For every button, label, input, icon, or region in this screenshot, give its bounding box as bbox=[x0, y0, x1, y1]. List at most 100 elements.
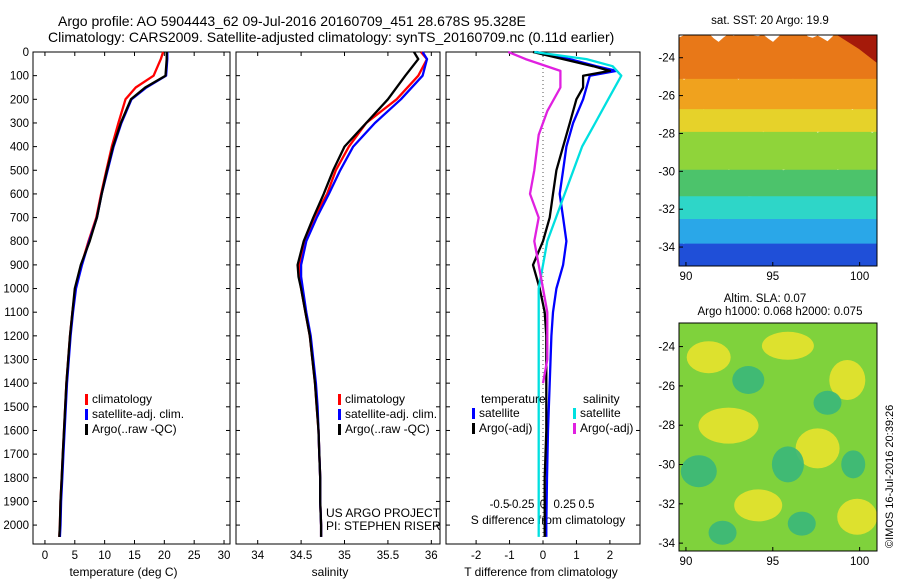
map-y-tick-label: -34 bbox=[658, 242, 675, 254]
map-y-tick-label: -26 bbox=[658, 91, 675, 103]
x-tick-label: 35.5 bbox=[377, 550, 399, 562]
sst-band bbox=[679, 35, 877, 79]
legend-group-temperature: temperature bbox=[481, 392, 546, 406]
legend-salinity-label: satellite-adj. clim. bbox=[345, 407, 437, 421]
y-tick-label: 400 bbox=[10, 142, 29, 154]
imos-credit: ©IMOS 16-Jul-2016 20:39:26 bbox=[884, 405, 896, 548]
map-x-tick-label: 90 bbox=[680, 271, 693, 283]
sla-blob-low bbox=[771, 446, 804, 483]
temperature-line-1 bbox=[58, 52, 169, 537]
sla-field bbox=[679, 323, 877, 551]
sla-blob-low bbox=[787, 511, 816, 536]
y-tick-label: 1400 bbox=[3, 378, 29, 390]
y-tick-label: 1000 bbox=[3, 284, 29, 296]
y-tick-label: 800 bbox=[10, 236, 29, 248]
legend-temperature-swatch bbox=[85, 409, 88, 420]
y-tick-label: 1200 bbox=[3, 331, 29, 343]
temperature-line-2 bbox=[58, 52, 168, 537]
map-x-tick-label: 100 bbox=[850, 271, 869, 283]
sla-map-frame bbox=[678, 322, 878, 552]
x-tick-label: 35 bbox=[338, 550, 351, 562]
y-tick-label: 500 bbox=[10, 165, 29, 177]
y-tick-label: 600 bbox=[10, 189, 29, 201]
y-tick-label: 2000 bbox=[3, 520, 29, 532]
map-y-tick-label: -30 bbox=[658, 460, 675, 472]
x-tick-label: -2 bbox=[471, 550, 481, 562]
secondary-x-tick-label: -0.25 bbox=[508, 499, 534, 511]
map-y-tick-label: -30 bbox=[658, 166, 675, 178]
x-tick-label: 15 bbox=[128, 550, 141, 562]
x-tick-label: 34.5 bbox=[290, 550, 312, 562]
sla-blob-high bbox=[837, 498, 877, 535]
legend-diff-temp-label: satellite bbox=[479, 406, 520, 420]
secondary-x-axis-label: S difference from climatology bbox=[471, 513, 626, 527]
x-axis-label: temperature (deg C) bbox=[69, 565, 177, 579]
x-tick-label: 30 bbox=[218, 550, 231, 562]
y-tick-label: 1700 bbox=[3, 449, 29, 461]
sla-blob-low bbox=[680, 455, 717, 488]
sla-blob-low bbox=[732, 366, 765, 394]
sla-blob-high bbox=[686, 341, 731, 374]
y-tick-label: 100 bbox=[10, 71, 29, 83]
x-tick-label: 25 bbox=[188, 550, 201, 562]
legend-diff-temp-swatch bbox=[472, 408, 475, 419]
salinity-line-2 bbox=[296, 51, 420, 537]
legend-salinity-label: Argo(..raw -QC) bbox=[345, 422, 430, 436]
sla-blob-high bbox=[829, 360, 866, 400]
map-y-tick-label: -24 bbox=[658, 342, 675, 354]
map-x-tick-label: 100 bbox=[850, 556, 869, 568]
x-tick-label: 20 bbox=[158, 550, 171, 562]
figure-title-line2: Climatology: CARS2009. Satellite-adjuste… bbox=[48, 29, 614, 45]
sst-map-title: sat. SST: 20 Argo: 19.9 bbox=[711, 15, 829, 27]
sst-field bbox=[679, 35, 877, 266]
profile-panel-1: 34 34.5 35 35.5 36 salinity climatologysatelli… bbox=[235, 51, 441, 579]
y-tick-label: 1600 bbox=[3, 425, 29, 437]
x-tick-label: 5 bbox=[72, 550, 78, 562]
sla-map-title-2: Argo h1000: 0.068 h2000: 0.075 bbox=[698, 306, 863, 318]
legend-temperature-swatch bbox=[85, 424, 88, 435]
legend-diff-sal-label: Argo(-adj) bbox=[580, 421, 633, 435]
map-y-tick-label: -26 bbox=[658, 381, 675, 393]
legend-salinity-swatch bbox=[338, 424, 341, 435]
y-tick-label: 0 bbox=[23, 47, 29, 59]
y-tick-label: 1500 bbox=[3, 402, 29, 414]
y-tick-label: 1300 bbox=[3, 355, 29, 367]
difference-line-1 bbox=[531, 50, 612, 537]
y-tick-label: 1900 bbox=[3, 496, 29, 508]
secondary-x-tick-label: -0.5 bbox=[490, 499, 510, 511]
map-y-tick-label: -32 bbox=[658, 499, 675, 511]
x-tick-label: 1 bbox=[573, 550, 579, 562]
x-tick-label: -1 bbox=[504, 550, 514, 562]
legend-salinity-swatch bbox=[338, 394, 341, 405]
y-tick-label: 300 bbox=[10, 118, 29, 130]
y-tick-label: 700 bbox=[10, 213, 29, 225]
pi-annotation: PI: STEPHEN RISER bbox=[326, 519, 441, 533]
figure-title-line1: Argo profile: AO 5904443_62 09-Jul-2016 … bbox=[58, 13, 526, 29]
difference-line-2 bbox=[534, 50, 623, 537]
legend-salinity-swatch bbox=[338, 409, 341, 420]
sla-blob-high bbox=[734, 489, 783, 522]
legend-diff-temp-swatch bbox=[472, 423, 475, 434]
legend-group-salinity: salinity bbox=[583, 392, 620, 406]
legend-diff-temp-label: Argo(-adj) bbox=[479, 421, 532, 435]
sla-map: -24 -26 -28 -30 -32 -34 90 95 100 Altim. SLA: 0.0… bbox=[658, 293, 878, 568]
sst-hotspot bbox=[837, 35, 877, 63]
legend-temperature-label: satellite-adj. clim. bbox=[92, 407, 184, 421]
legend-diff-sal-swatch bbox=[573, 423, 576, 434]
secondary-x-tick-label: 0 bbox=[540, 499, 546, 511]
sla-blob-high bbox=[761, 331, 814, 360]
y-tick-label: 1800 bbox=[3, 473, 29, 485]
sst-map: -24 -26 -28 -30 -32 -34 90 95 100 sat. SST: 20 Ar… bbox=[658, 15, 878, 283]
profile-panel-2: -2 -1 0 1 2 T difference from climatology -0.5… bbox=[445, 50, 641, 579]
plot-frame bbox=[235, 51, 441, 545]
map-y-tick-label: -28 bbox=[658, 420, 675, 432]
legend-salinity-label: climatology bbox=[345, 392, 405, 406]
map-x-tick-label: 95 bbox=[766, 556, 779, 568]
y-tick-label: 900 bbox=[10, 260, 29, 272]
sst-band bbox=[679, 119, 877, 170]
sla-blob-low bbox=[841, 450, 866, 479]
x-tick-label: 10 bbox=[98, 550, 111, 562]
x-tick-label: 0 bbox=[42, 550, 48, 562]
legend-temperature-label: climatology bbox=[92, 392, 152, 406]
plot-frame bbox=[32, 51, 231, 545]
